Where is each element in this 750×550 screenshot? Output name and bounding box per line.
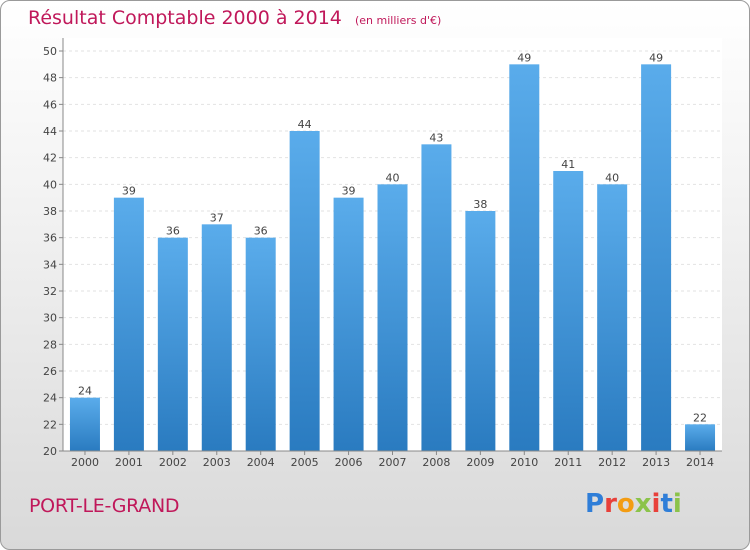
x-tick-label: 2011 <box>554 456 582 469</box>
bar-2005 <box>289 131 320 451</box>
x-tick-label: 2007 <box>379 456 407 469</box>
y-tick-label: 26 <box>43 365 57 378</box>
bar-2000 <box>69 397 100 451</box>
title-row: Résultat Comptable 2000 à 2014 (en milli… <box>28 7 441 29</box>
x-axis: 2000 2001 2002 2003 2004 2005 2006 2007 2008 2009… <box>63 450 722 469</box>
bar-2014 <box>685 424 716 451</box>
logo-letter: r <box>604 489 617 519</box>
value-label-2009: 38 <box>473 198 487 211</box>
bar-2003 <box>201 224 232 451</box>
x-tick-label: 2000 <box>71 456 99 469</box>
value-label-2006: 39 <box>342 185 356 198</box>
bar-2002 <box>157 237 188 451</box>
bar-2006 <box>333 197 364 451</box>
x-tick-label: 2009 <box>466 456 494 469</box>
y-tick-label: 34 <box>43 258 57 271</box>
bar-2011 <box>553 171 584 451</box>
bar-2010 <box>509 64 540 452</box>
y-tick-label: 46 <box>43 98 57 111</box>
bar-2008 <box>421 144 452 452</box>
value-label-2001: 39 <box>122 185 136 198</box>
value-label-2013: 49 <box>649 51 663 64</box>
y-tick-label: 20 <box>43 445 57 458</box>
location-name: PORT-LE-GRAND <box>29 495 180 517</box>
bar-2007 <box>377 184 408 452</box>
y-tick-label: 44 <box>43 125 57 138</box>
value-label-2007: 40 <box>386 171 400 184</box>
x-tick-label: 2002 <box>159 456 187 469</box>
y-tick-label: 48 <box>43 72 57 85</box>
chart-subtitle: (en milliers d'€) <box>354 14 442 27</box>
bar-2013 <box>641 64 672 452</box>
y-tick-label: 28 <box>43 338 57 351</box>
y-tick-label: 30 <box>43 312 57 325</box>
y-tick-label: 38 <box>43 205 57 218</box>
x-tick-label: 2012 <box>598 456 626 469</box>
x-tick-label: 2001 <box>115 456 143 469</box>
value-label-2008: 43 <box>429 131 443 144</box>
y-axis: 20 22 24 26 28 30 32 34 36 38 40 42 44 46 48 50 <box>43 38 64 458</box>
value-label-2011: 41 <box>561 158 575 171</box>
y-tick-label: 40 <box>43 178 57 191</box>
x-tick-label: 2014 <box>686 456 714 469</box>
proxiti-logo: Proxiti <box>585 489 682 519</box>
bars: 24 39 36 37 36 44 39 40 43 38 49 41 40 49 22 <box>69 51 716 452</box>
y-tick-label: 50 <box>43 45 57 58</box>
bar-2009 <box>465 211 496 451</box>
logo-letter: i <box>651 489 661 519</box>
logo-letter: x <box>634 489 652 519</box>
value-label-2005: 44 <box>298 118 312 131</box>
x-tick-label: 2003 <box>203 456 231 469</box>
bar-2001 <box>113 197 144 451</box>
logo-letter: i <box>672 489 682 519</box>
x-tick-label: 2005 <box>291 456 319 469</box>
value-label-2004: 36 <box>254 225 268 238</box>
y-tick-label: 42 <box>43 152 57 165</box>
y-tick-label: 32 <box>43 285 57 298</box>
value-label-2010: 49 <box>517 51 531 64</box>
value-label-2014: 22 <box>693 411 707 424</box>
y-tick-label: 36 <box>43 232 57 245</box>
x-tick-label: 2013 <box>642 456 670 469</box>
value-label-2012: 40 <box>605 171 619 184</box>
x-tick-label: 2008 <box>422 456 450 469</box>
logo-letter: t <box>660 489 673 519</box>
logo-letter: P <box>585 489 605 519</box>
logo-letter: o <box>616 489 635 519</box>
y-tick-label: 22 <box>43 418 57 431</box>
value-label-2000: 24 <box>78 385 92 398</box>
value-label-2003: 37 <box>210 211 224 224</box>
y-tick-label: 24 <box>43 392 57 405</box>
x-tick-label: 2010 <box>510 456 538 469</box>
chart-title: Résultat Comptable 2000 à 2014 <box>28 7 342 29</box>
bar-2012 <box>597 184 628 452</box>
value-label-2002: 36 <box>166 225 180 238</box>
bar-2004 <box>245 237 276 451</box>
x-tick-label: 2004 <box>247 456 275 469</box>
x-tick-label: 2006 <box>335 456 363 469</box>
